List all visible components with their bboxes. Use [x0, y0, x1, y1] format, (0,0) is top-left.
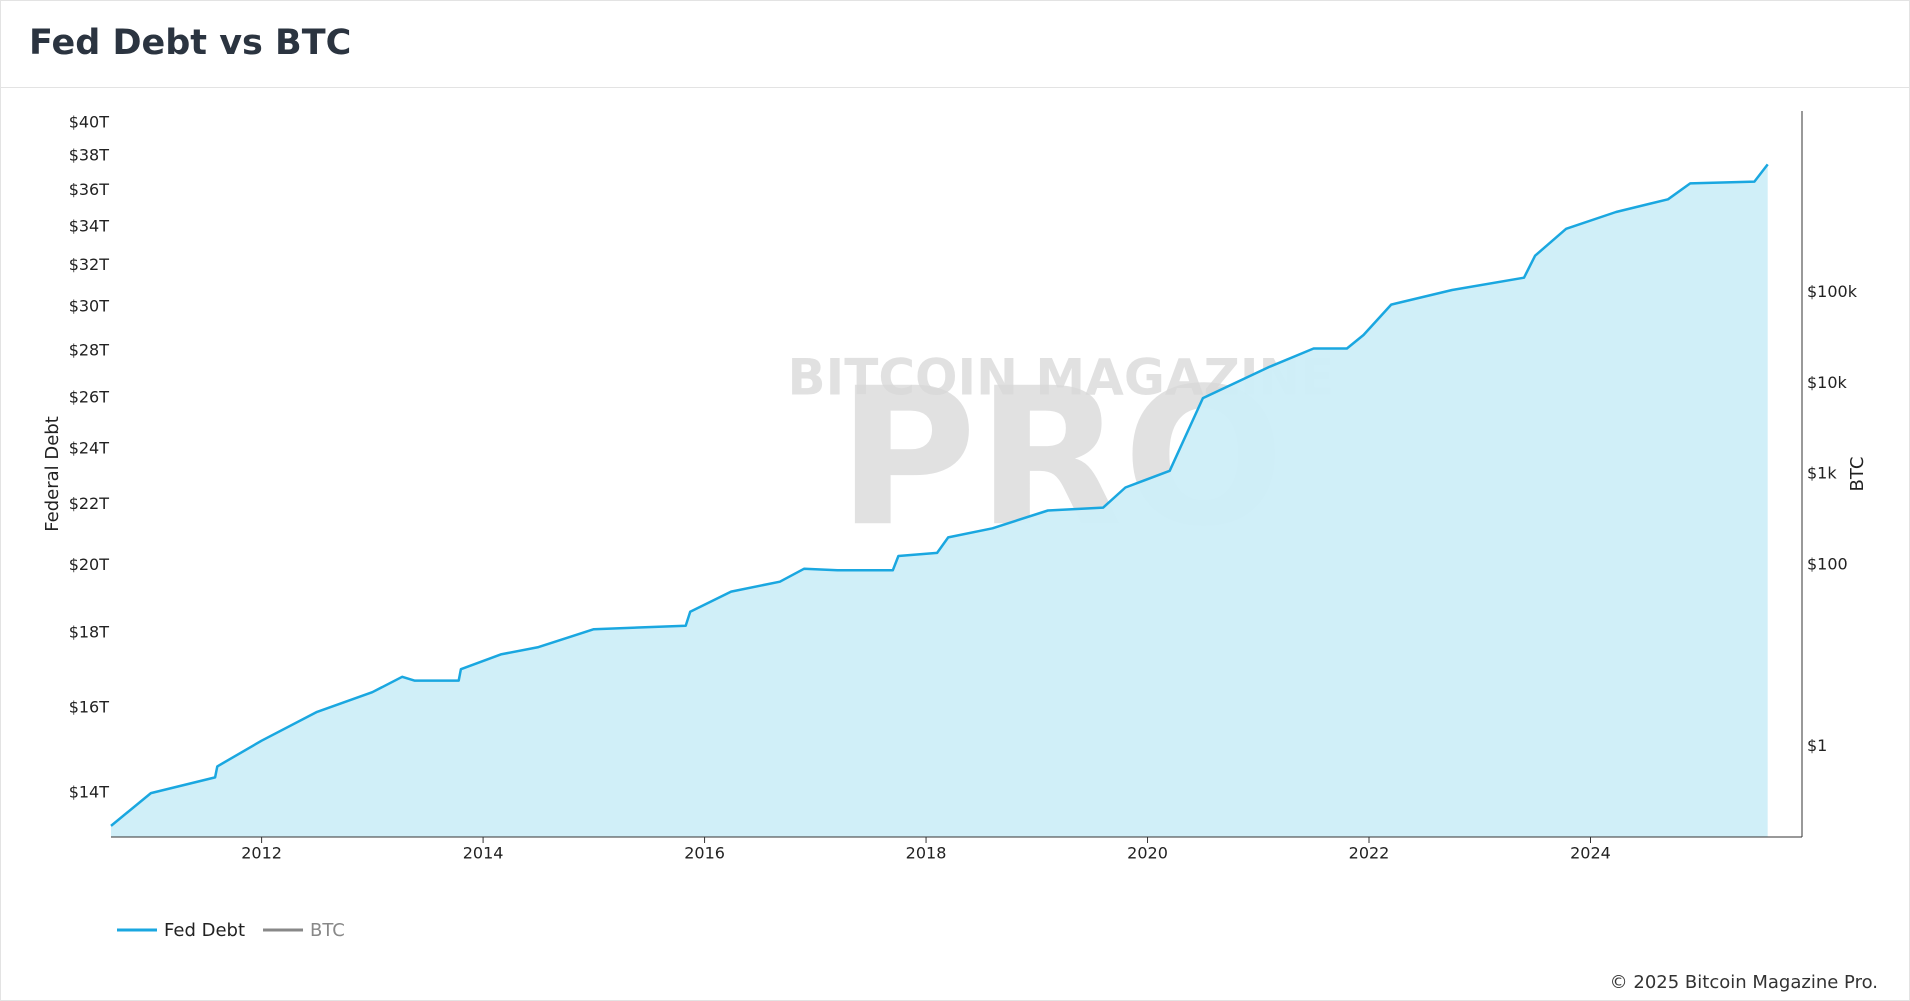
- y-tick-label: $38T: [69, 145, 110, 164]
- y-tick-label: $16T: [69, 697, 110, 716]
- legend-item[interactable]: Fed Debt: [117, 920, 245, 941]
- y-tick-label: $34T: [69, 216, 110, 235]
- y-tick-label: $30T: [69, 296, 110, 315]
- y2-tick-label: $100k: [1807, 282, 1858, 301]
- x-tick-label: 2020: [1127, 844, 1168, 863]
- x-tick-label: 2016: [684, 844, 725, 863]
- y2-tick-label: $1k: [1807, 464, 1837, 483]
- y-tick-label: $22T: [69, 494, 110, 513]
- y2-tick-label: $100: [1807, 554, 1848, 573]
- y-tick-label: $28T: [69, 340, 110, 359]
- y-tick-label: $14T: [69, 783, 110, 802]
- x-tick-label: 2012: [241, 844, 282, 863]
- y-tick-label: $20T: [69, 555, 110, 574]
- y-tick-label: $24T: [69, 439, 110, 458]
- footer: © 2025 Bitcoin Magazine Pro.: [1610, 972, 1878, 993]
- legend-label[interactable]: BTC: [310, 920, 345, 941]
- legend-label[interactable]: Fed Debt: [164, 920, 245, 941]
- chart-title: Fed Debt vs BTC: [29, 23, 352, 63]
- x-tick-label: 2024: [1570, 844, 1611, 863]
- line: [110, 163, 1769, 827]
- legend-item[interactable]: BTC: [263, 920, 345, 941]
- area: [111, 164, 1768, 837]
- header: Fed Debt vs BTC: [1, 1, 1909, 88]
- y2-axis-title: BTC: [1847, 457, 1868, 492]
- y2-tick-label: $1: [1807, 736, 1827, 755]
- y-tick-label: $36T: [69, 180, 110, 199]
- y-tick-label: $40T: [69, 113, 110, 132]
- x-tick-label: 2018: [906, 844, 947, 863]
- y-tick-label: $26T: [69, 388, 110, 407]
- y-axis-title: Federal Debt: [42, 416, 63, 532]
- y2-tick-label: $10k: [1807, 373, 1848, 392]
- y-tick-label: $18T: [69, 622, 110, 641]
- y-tick-label: $32T: [69, 255, 110, 274]
- x-tick-label: 2022: [1349, 844, 1390, 863]
- x-tick-label: 2014: [463, 844, 504, 863]
